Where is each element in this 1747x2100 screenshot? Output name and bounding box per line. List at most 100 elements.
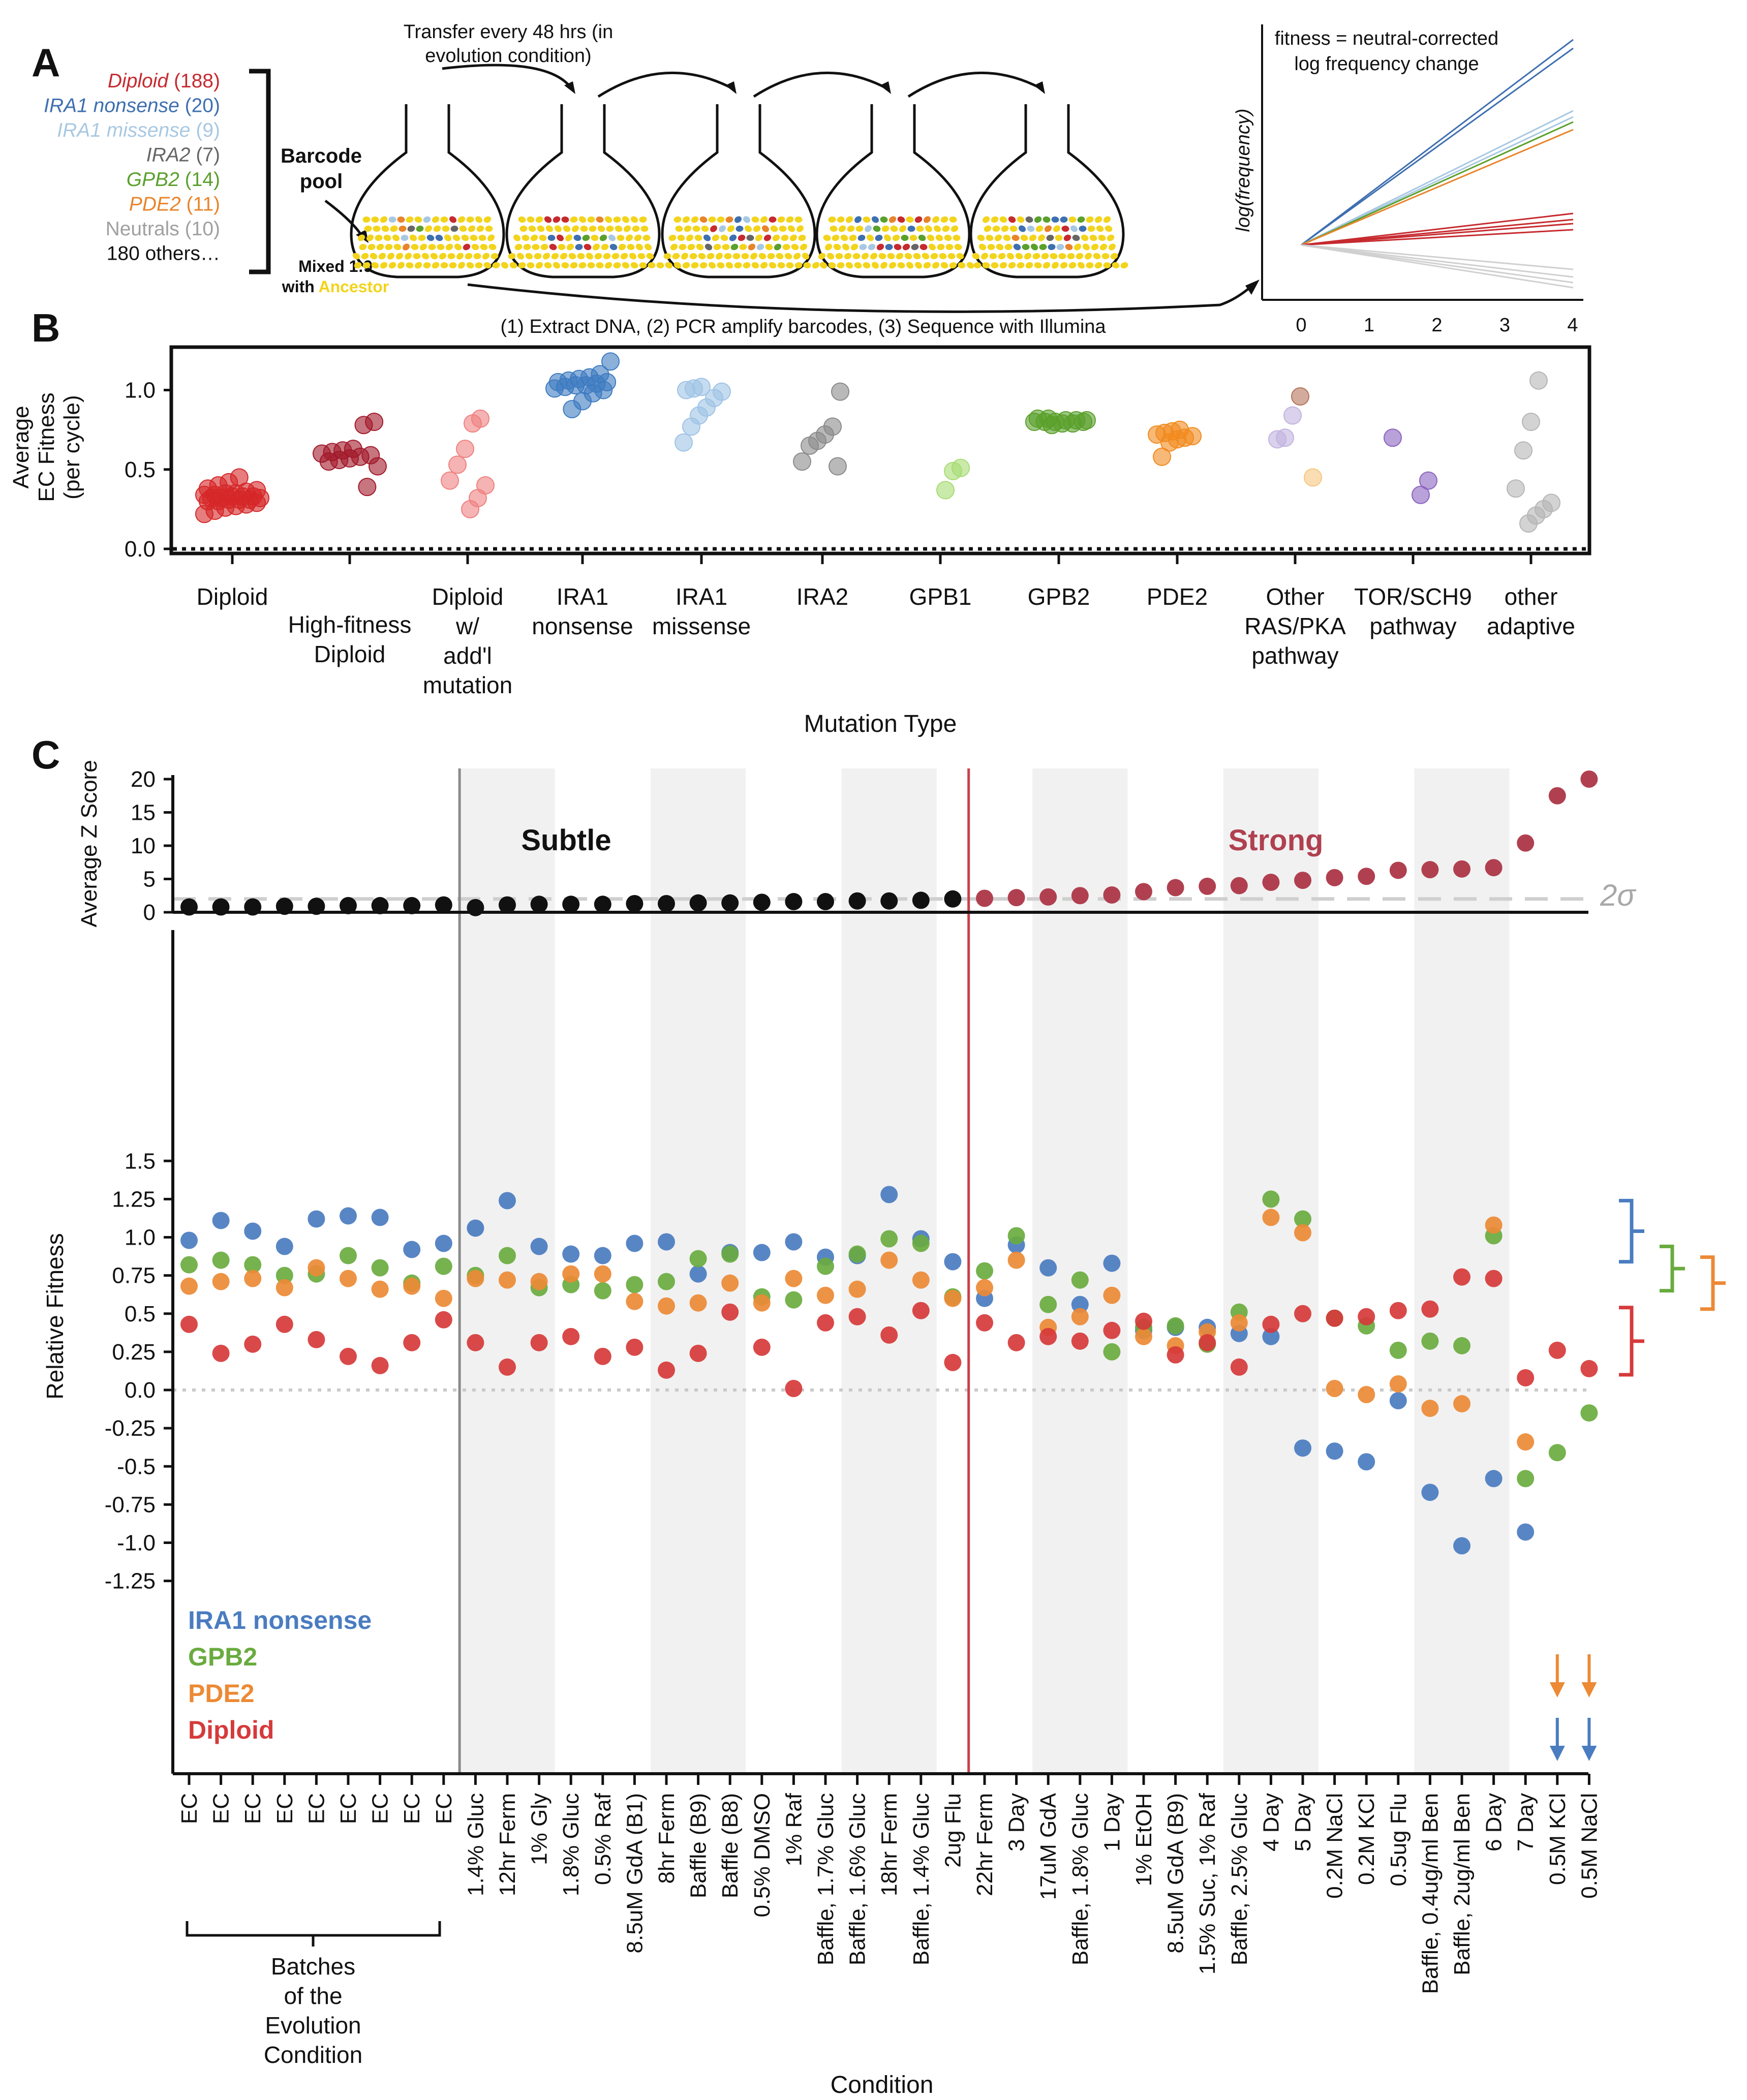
cell — [741, 253, 749, 260]
fitness-point — [626, 1338, 643, 1356]
cell — [716, 253, 723, 260]
panel-c-legend: IRA1 nonsense GPB2 PDE2 Diploid — [188, 1606, 372, 1744]
cell — [835, 253, 843, 260]
cell — [828, 216, 836, 223]
cell — [1060, 262, 1068, 269]
cell — [681, 253, 688, 260]
cell — [712, 234, 720, 241]
fitness-point — [248, 481, 266, 500]
fitness-point — [435, 1311, 452, 1329]
inset-x-tick: 3 — [1499, 315, 1510, 336]
fitness-point — [594, 1282, 611, 1300]
fitness-point — [753, 1294, 771, 1312]
cell — [704, 243, 713, 251]
cell — [1112, 262, 1120, 269]
legend-name: GPB2 — [127, 169, 179, 191]
lineage-line — [1301, 244, 1574, 270]
cell — [751, 262, 759, 269]
fitness-point — [880, 1186, 898, 1203]
cell — [1107, 234, 1115, 241]
cell — [577, 253, 585, 260]
cell — [819, 262, 827, 269]
cell — [553, 262, 561, 269]
z-score-point — [753, 893, 771, 911]
fitness-point — [1358, 1453, 1375, 1471]
cell — [367, 243, 376, 251]
cell — [468, 225, 476, 232]
cell — [525, 253, 533, 260]
fitness-point — [1389, 1341, 1407, 1359]
cell — [362, 262, 371, 269]
condition-label: 3 Day — [1004, 1793, 1029, 1851]
legend-count: (14) — [179, 169, 220, 191]
cell — [535, 216, 543, 223]
category-label: add'l — [443, 642, 492, 669]
cell — [397, 262, 405, 269]
transfer-arrow — [907, 71, 1043, 98]
cell — [584, 243, 592, 251]
cell — [393, 243, 402, 251]
fitness-point — [793, 452, 811, 471]
lineage-line — [1301, 129, 1574, 246]
condition-label: EC — [240, 1793, 265, 1824]
cell — [1043, 262, 1051, 269]
legend-entry: IRA1 missense (9) — [57, 119, 220, 141]
z-score-point — [1294, 872, 1311, 889]
z-score-point — [1580, 770, 1598, 788]
cell — [375, 234, 383, 241]
cell — [911, 243, 919, 251]
fitness-point — [403, 1277, 421, 1295]
cell — [739, 243, 747, 251]
inset-x-tick: 2 — [1431, 315, 1442, 336]
condition-label: Baffle (B8) — [718, 1793, 743, 1898]
z-score-point — [1358, 868, 1375, 885]
category-label: GPB1 — [909, 583, 972, 610]
cell — [885, 243, 893, 251]
cell — [1065, 243, 1073, 251]
fitness-point — [785, 1291, 803, 1309]
cell — [800, 243, 808, 251]
inset-y-label: log(frequency) — [1233, 109, 1254, 232]
panel-b-y-label-2: EC Fitness — [34, 392, 59, 502]
fitness-point — [467, 1270, 484, 1287]
fitness-point — [912, 1234, 930, 1252]
cell — [1103, 262, 1111, 269]
offscale-arrowhead — [1549, 1682, 1565, 1697]
cell — [1098, 234, 1106, 241]
batches-label-3: Evolution — [265, 2012, 361, 2039]
subtle-label: Subtle — [521, 824, 611, 857]
cell — [930, 253, 938, 260]
fitness-point — [1103, 1321, 1121, 1339]
cell — [787, 225, 795, 232]
cell — [473, 253, 481, 260]
sequencing-arrowhead — [1245, 280, 1260, 295]
cell — [1043, 216, 1051, 223]
cell — [450, 225, 458, 232]
cell — [405, 253, 412, 260]
fitness-point — [1199, 1334, 1216, 1351]
panel-b-ec-fitness: Average EC Fitness (per cycle) 0.0 0.5 1.0… — [9, 345, 1591, 737]
cell — [470, 234, 478, 241]
cell — [923, 262, 931, 269]
fitness-point — [848, 1245, 866, 1263]
cell — [424, 225, 433, 232]
cell — [416, 225, 424, 232]
range-bracket — [1660, 1245, 1674, 1293]
category-label: PDE2 — [1147, 583, 1208, 610]
cell — [734, 262, 742, 269]
cell — [466, 262, 474, 269]
condition-label: 8hr Ferm — [654, 1793, 679, 1883]
cell — [920, 243, 928, 251]
cell — [991, 216, 999, 223]
y-tick-label: 1.0 — [125, 378, 156, 403]
cell — [622, 262, 630, 269]
cell — [580, 225, 588, 232]
cell — [981, 253, 988, 260]
fitness-point — [308, 1331, 325, 1348]
cell — [518, 262, 526, 269]
fitness-point — [626, 1292, 643, 1310]
cell — [887, 253, 895, 260]
offscale-arrowhead — [1581, 1682, 1597, 1697]
cell — [837, 216, 845, 223]
cell — [458, 262, 465, 269]
